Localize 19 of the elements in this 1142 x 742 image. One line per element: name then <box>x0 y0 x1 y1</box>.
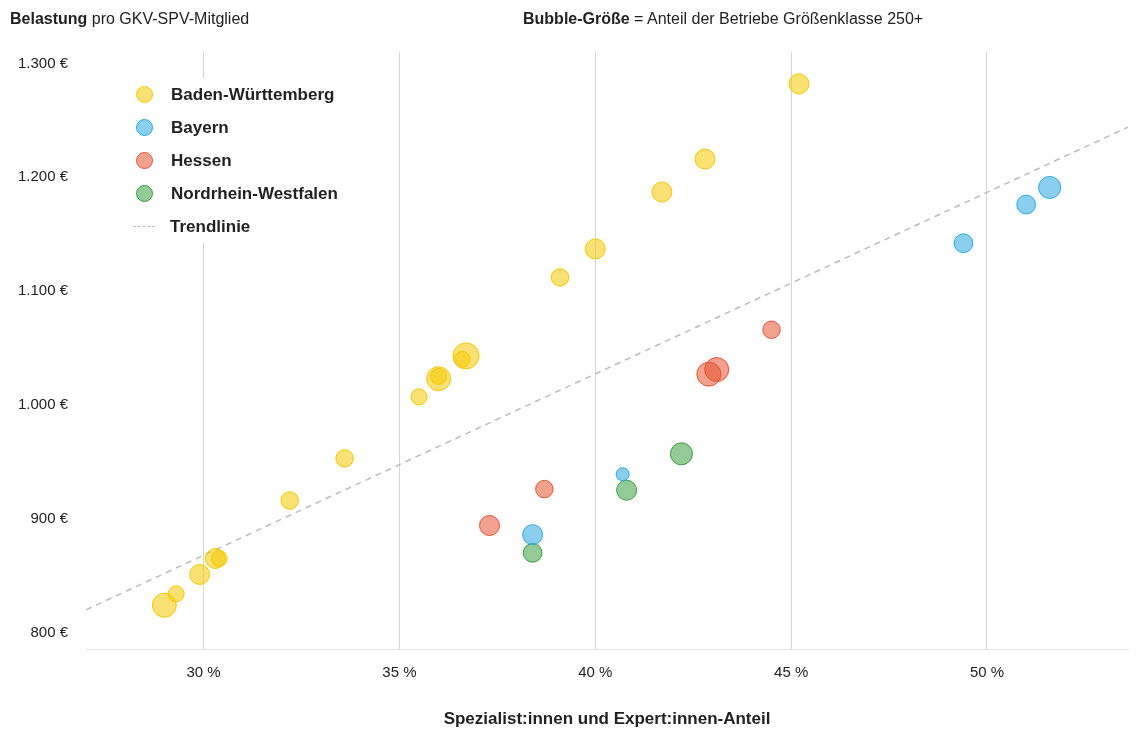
y-tick-label: 1.100 € <box>18 281 69 299</box>
y-tick-label: 800 € <box>30 622 69 640</box>
x-tick-label: 45 % <box>774 662 809 680</box>
x-tick-label: 35 % <box>382 662 417 680</box>
x-tick-label: 50 % <box>969 662 1005 680</box>
x-tick-label: 30 % <box>186 662 221 680</box>
legend-label: Trendlinie <box>170 216 251 237</box>
legend-label: Bayern <box>171 117 229 138</box>
y-tick-label: 900 € <box>30 508 69 526</box>
x-tick-label: 40 % <box>578 662 613 680</box>
x-axis-title: Spezialist:innen und Expert:innen-Anteil <box>443 709 771 729</box>
legend-label: Nordrhein-Westfalen <box>171 183 338 204</box>
y-tick-label: 1.200 € <box>18 167 69 185</box>
text: Bubble-Größe = Anteil der Betriebe Größenklasse 250+ <box>523 10 924 28</box>
y-tick-label: 1.000 € <box>18 395 69 413</box>
y-axis-title: Belastung pro GKV-SPV-Mitglied <box>10 10 250 28</box>
legend-label: Baden-Württemberg <box>171 84 335 105</box>
legend-label: Hessen <box>171 150 232 171</box>
y-tick-label: 1.300 € <box>18 53 69 71</box>
